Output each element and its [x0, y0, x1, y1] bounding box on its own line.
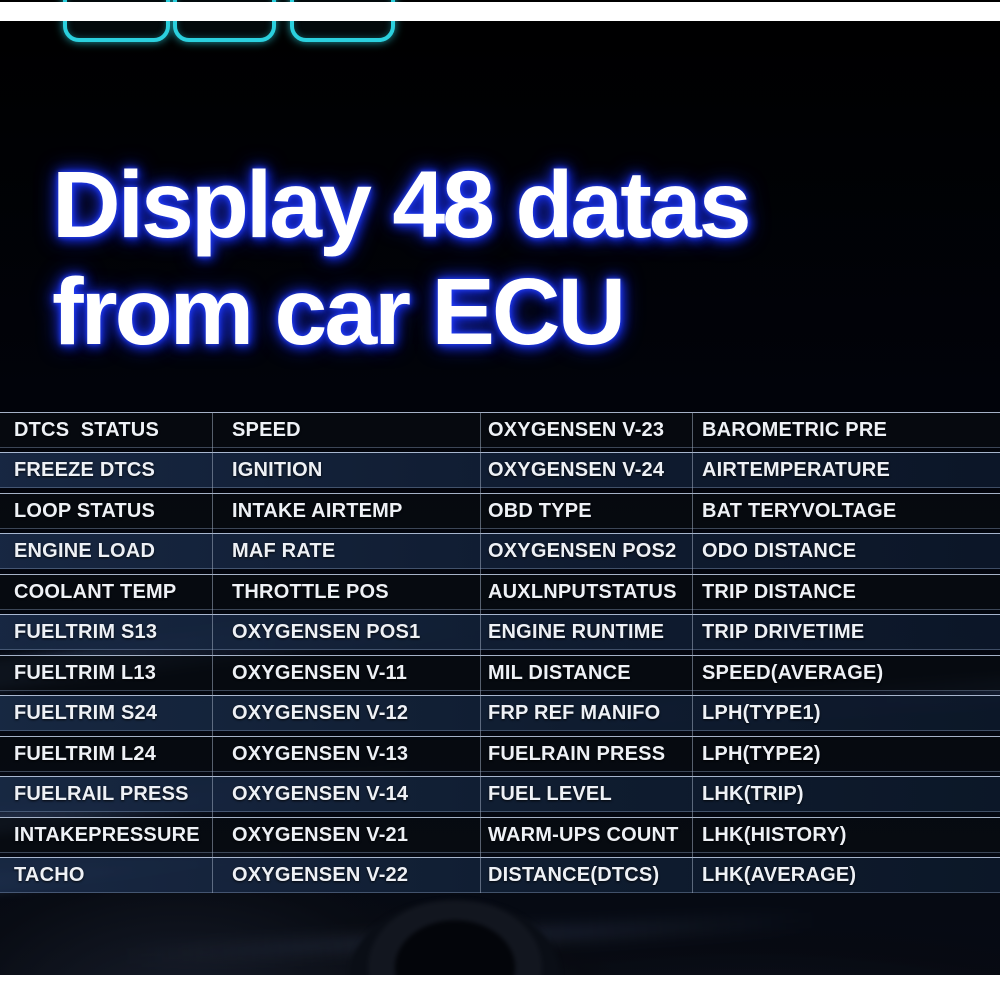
table-cell: MIL DISTANCE: [488, 661, 631, 684]
table-cell: FUELTRIM L13: [14, 661, 157, 684]
table-cell: WARM-UPS COUNT: [488, 823, 679, 846]
table-cell: OXYGENSEN POS2: [488, 540, 677, 563]
table-cell: COOLANT TEMP: [14, 580, 177, 603]
page-title: Display 48 datas from car ECU: [52, 152, 752, 366]
table-cell: LHK(HISTORY): [702, 823, 847, 846]
table-cell: LPH(TYPE2): [702, 742, 821, 765]
table-cell: ODO DISTANCE: [702, 540, 857, 563]
table-cell: LHK(TRIP): [702, 783, 804, 806]
table-cell: OXYGENSEN POS1: [232, 621, 421, 644]
table-cell: BAT TERYVOLTAGE: [702, 499, 897, 522]
table-cell: OXYGENSEN V-24: [488, 459, 665, 482]
table-cell: OXYGENSEN V-11: [232, 661, 408, 684]
table-cell: FUELTRIM L24: [14, 742, 157, 765]
title-line-1: Display 48 datas: [52, 152, 752, 258]
table-row: ENGINE LOAD MAF RATE OXYGENSEN POS2 ODO …: [0, 533, 1000, 570]
table-cell: SPEED: [232, 419, 301, 441]
table-row: COOLANT TEMP THROTTLE POS AUXLNPUTSTATUS…: [0, 573, 1000, 610]
column-divider: [480, 412, 481, 893]
table-row: FUELTRIM L13 OXYGENSEN V-11 MIL DISTANCE…: [0, 654, 1000, 691]
table-row: FUELTRIM S24 OXYGENSEN V-12 FRP REF MANI…: [0, 695, 1000, 732]
table-cell: OXYGENSEN V-23: [488, 419, 665, 441]
table-row: LOOP STATUS INTAKE AIRTEMP OBD TYPE BAT …: [0, 492, 1000, 529]
bottom-white-band: [0, 975, 1000, 1000]
table-row: FUELTRIM S13 OXYGENSEN POS1 ENGINE RUNTI…: [0, 614, 1000, 651]
table-cell: FREEZE DTCS: [14, 459, 156, 482]
table-row: INTAKEPRESSURE OXYGENSEN V-21 WARM-UPS C…: [0, 816, 1000, 853]
table-cell: TRIP DISTANCE: [702, 580, 857, 603]
table-cell: IGNITION: [232, 459, 323, 482]
table-cell: OXYGENSEN V-14: [232, 783, 409, 806]
table-row: FREEZE DTCS IGNITION OXYGENSEN V-24 AIRT…: [0, 452, 1000, 489]
table-cell: OXYGENSEN V-22: [232, 863, 409, 886]
table-cell: LPH(TYPE1): [702, 702, 821, 725]
table-cell: FUELRAIL PRESS: [14, 783, 189, 806]
title-line-2: from car ECU: [52, 259, 626, 365]
table-row: FUELRAIL PRESS OXYGENSEN V-14 FUEL LEVEL…: [0, 776, 1000, 813]
table-cell: DTCS STATUS: [14, 419, 159, 441]
column-divider: [692, 412, 693, 893]
table-cell: FUELTRIM S24: [14, 702, 158, 725]
table-row: DTCS STATUS SPEED OXYGENSEN V-23 BAROMET…: [0, 412, 1000, 448]
table-cell: LHK(AVERAGE): [702, 863, 857, 886]
table-cell: OBD TYPE: [488, 499, 592, 522]
table-cell: MAF RATE: [232, 540, 336, 563]
table-cell: ENGINE RUNTIME: [488, 621, 665, 644]
table-cell: BAROMETRIC PRE: [702, 419, 888, 441]
table-cell: TACHO: [14, 863, 85, 886]
table-cell: AIRTEMPERATURE: [702, 459, 890, 482]
table-row: FUELTRIM L24 OXYGENSEN V-13 FUELRAIN PRE…: [0, 735, 1000, 772]
table-cell: FUELTRIM S13: [14, 621, 158, 644]
table-row: TACHO OXYGENSEN V-22 DISTANCE(DTCS) LHK(…: [0, 856, 1000, 893]
table-cell: OXYGENSEN V-13: [232, 742, 409, 765]
table-cell: FRP REF MANIFO: [488, 702, 661, 725]
table-cell: AUXLNPUTSTATUS: [488, 580, 677, 603]
table-cell: SPEED(AVERAGE): [702, 661, 884, 684]
table-cell: DISTANCE(DTCS): [488, 863, 660, 886]
ecu-data-table: DTCS STATUS SPEED OXYGENSEN V-23 BAROMET…: [0, 412, 1000, 893]
column-divider: [212, 412, 213, 893]
table-cell: ENGINE LOAD: [14, 540, 156, 563]
table-cell: OXYGENSEN V-12: [232, 702, 409, 725]
table-cell: INTAKEPRESSURE: [14, 823, 200, 846]
top-white-band: [0, 2, 1000, 21]
table-cell: THROTTLE POS: [232, 580, 389, 603]
table-cell: FUELRAIN PRESS: [488, 742, 666, 765]
table-cell: INTAKE AIRTEMP: [232, 499, 403, 522]
table-cell: FUEL LEVEL: [488, 783, 612, 806]
table-cell: TRIP DRIVETIME: [702, 621, 865, 644]
table-cell: LOOP STATUS: [14, 499, 156, 522]
table-cell: OXYGENSEN V-21: [232, 823, 409, 846]
